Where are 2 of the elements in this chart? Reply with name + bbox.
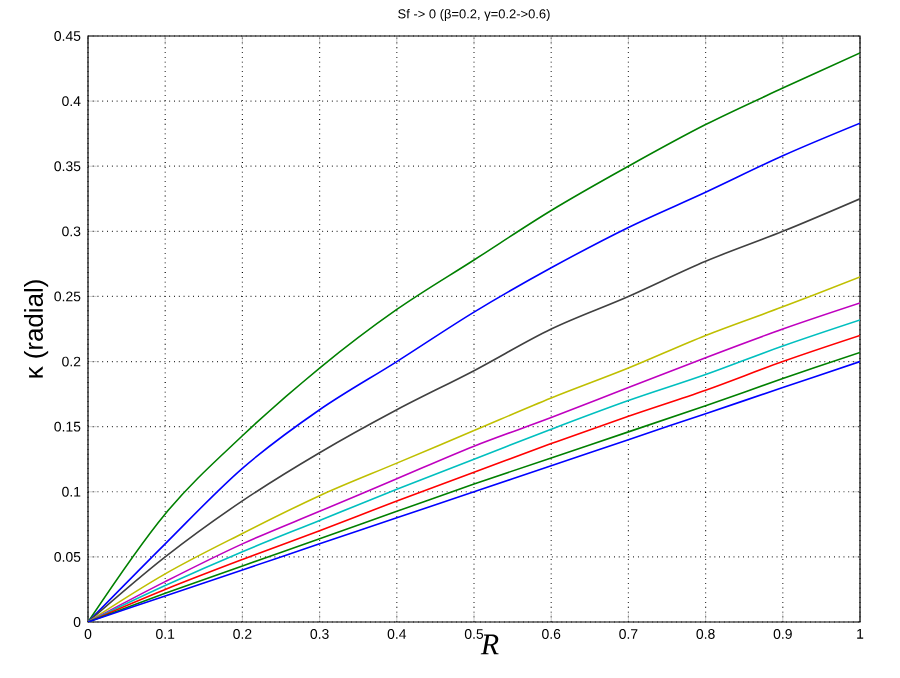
x-axis-title: R [480, 634, 499, 655]
y-axis-title: κ (radial) [23, 280, 49, 378]
